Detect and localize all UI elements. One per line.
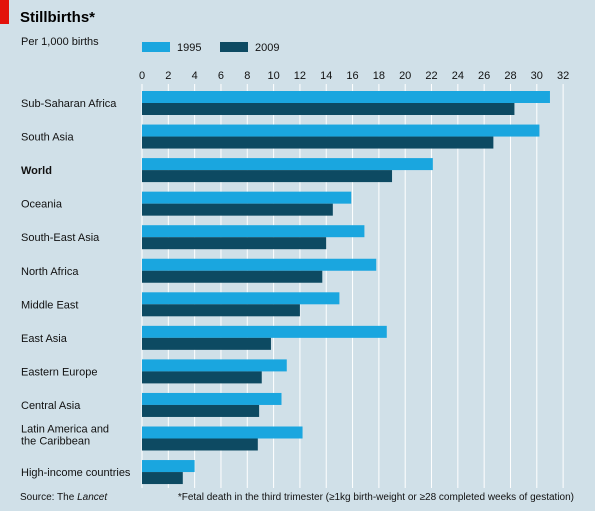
category-labels: Sub-Saharan Africa South Asia World Oceania… [21,98,131,479]
category-label-east-asia: East Asia [21,333,68,345]
x-tick-label-26: 26 [478,70,490,82]
x-tick-label-18: 18 [373,70,385,82]
footnote: *Fetal death in the third trimester (≥1k… [178,492,574,503]
bar-sub-saharan-africa-2009 [142,103,515,115]
x-tick-label-6: 6 [218,70,224,82]
category-label-south-asia: South Asia [21,132,74,144]
bar-world-2009 [142,170,393,183]
bar-central-asia-1995 [142,392,282,405]
bar-south-asia-1995 [142,124,540,137]
x-tick-label-8: 8 [244,70,250,82]
legend-swatch-2009 [220,42,248,52]
bar-central-asia-2009 [142,404,260,417]
chart-subtitle: Per 1,000 births [21,36,99,48]
category-label-line: the Caribbean [21,436,90,448]
bar-eastern-europe-1995 [142,359,287,372]
bar-north-africa-1995 [142,258,377,271]
category-label-line: South-East Asia [21,232,100,244]
x-tick-label-28: 28 [504,70,516,82]
x-tick-label-10: 10 [267,70,279,82]
category-label-latin-america-and-the-caribbean: Latin America and the Caribbean [21,424,109,448]
bar-east-asia-2009 [142,337,271,350]
category-label-line: Oceania [21,199,63,211]
category-label-line: South Asia [21,132,74,144]
source-name: Lancet [77,492,108,503]
x-tick-label-4: 4 [192,70,198,82]
category-label-world: World [21,165,52,177]
bar-south-east-asia-1995 [142,225,365,238]
x-tick-label-32: 32 [557,70,569,82]
category-label-high-income-countries: High-income countries [21,467,131,479]
category-label-central-asia: Central Asia [21,400,81,412]
category-label-south-east-asia: South-East Asia [21,232,100,244]
x-tick-label-12: 12 [294,70,306,82]
category-label-line: Latin America and [21,424,109,436]
bar-middle-east-1995 [142,292,340,305]
x-tick-label-2: 2 [165,70,171,82]
source-note: Source: The Lancet [20,492,108,503]
category-label-oceania: Oceania [21,199,63,211]
bar-latin-america-and-the-caribbean-1995 [142,426,303,439]
chart-title: Stillbirths* [20,9,95,26]
category-label-line: World [21,165,52,177]
bars [142,91,550,485]
legend-label-2009: 2009 [255,42,279,54]
x-tick-label-20: 20 [399,70,411,82]
bar-south-asia-2009 [142,136,494,149]
x-tick-label-14: 14 [320,70,332,82]
category-label-line: High-income countries [21,467,131,479]
gridlines [141,84,564,488]
bar-oceania-2009 [142,203,333,216]
x-tick-label-22: 22 [425,70,437,82]
legend-swatch-1995 [142,42,170,52]
category-label-sub-saharan-africa: Sub-Saharan Africa [21,98,117,110]
category-label-line: North Africa [21,266,79,278]
x-tick-label-16: 16 [346,70,358,82]
category-label-line: Sub-Saharan Africa [21,98,117,110]
bar-oceania-1995 [142,191,352,204]
legend-label-1995: 1995 [177,42,201,54]
accent-tab [0,0,9,24]
bar-high-income-countries-2009 [142,472,183,485]
x-tick-label-30: 30 [531,70,543,82]
category-label-line: Central Asia [21,400,81,412]
x-tick-label-0: 0 [139,70,145,82]
bar-middle-east-2009 [142,304,300,317]
bar-north-africa-2009 [142,270,323,283]
legend: 1995 2009 [142,42,279,54]
category-label-eastern-europe: Eastern Europe [21,366,97,378]
category-label-line: Middle East [21,299,78,311]
bar-eastern-europe-2009 [142,371,262,384]
x-tick-label-24: 24 [452,70,464,82]
bar-south-east-asia-2009 [142,237,327,250]
source-prefix: Source: The [20,492,77,503]
bar-east-asia-1995 [142,325,387,338]
bar-world-1995 [142,158,433,171]
bar-high-income-countries-1995 [142,460,195,473]
category-label-line: Eastern Europe [21,366,97,378]
category-label-north-africa: North Africa [21,266,79,278]
category-label-middle-east: Middle East [21,299,78,311]
x-axis-ticks: 0 2 4 6 8 10 12 14 16 18 20 22 24 26 28 30 32 [139,70,569,82]
category-label-line: East Asia [21,333,68,345]
bar-sub-saharan-africa-1995 [142,91,550,103]
bar-latin-america-and-the-caribbean-2009 [142,438,258,451]
